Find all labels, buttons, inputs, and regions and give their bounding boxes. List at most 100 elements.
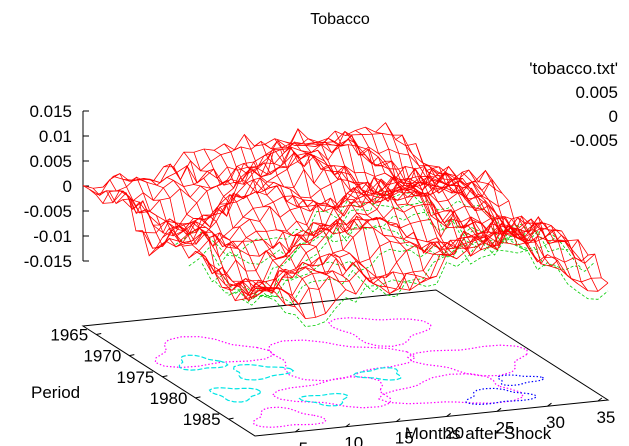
y-axis: 1965 1970 1975 1980 1985 bbox=[50, 325, 234, 429]
surface-mesh-col bbox=[82, 185, 256, 302]
contour-lines bbox=[154, 317, 546, 428]
x-tick-label: 20 bbox=[445, 423, 464, 442]
y-tick-label: 1985 bbox=[183, 410, 221, 429]
y-tick-label: 1970 bbox=[83, 347, 121, 366]
contour-line bbox=[352, 367, 402, 381]
z-axis: 0.015 0.01 0.005 0 -0.005 -0.01 -0.015 bbox=[24, 102, 89, 271]
chart-title: Tobacco bbox=[310, 11, 370, 28]
surface-mesh-col bbox=[173, 164, 347, 290]
legend-title: 'tobacco.txt' bbox=[529, 59, 618, 78]
surface-mesh-col bbox=[234, 146, 407, 290]
contour-line bbox=[271, 376, 392, 409]
z-tick-label: -0.015 bbox=[24, 252, 72, 271]
x-tick bbox=[345, 423, 351, 428]
y-tick-label: 1965 bbox=[50, 325, 88, 344]
surface-mesh-col bbox=[304, 141, 478, 257]
y-tick-label: 1980 bbox=[150, 389, 188, 408]
y-tick-label: 1975 bbox=[117, 368, 155, 387]
surface-mesh-col bbox=[435, 174, 609, 284]
surface-underside-line bbox=[228, 226, 582, 303]
contour-line bbox=[406, 344, 528, 377]
contour-line bbox=[232, 363, 295, 381]
x-tick bbox=[295, 428, 300, 433]
y-tick bbox=[129, 354, 135, 357]
surface-mesh-row bbox=[135, 152, 490, 235]
contour-line bbox=[328, 317, 432, 347]
x-tick bbox=[395, 418, 401, 423]
x-tick-label: 30 bbox=[546, 413, 565, 432]
z-tick-label: 0 bbox=[63, 177, 72, 196]
surface-mesh-row bbox=[201, 203, 556, 292]
surface-mesh-col bbox=[183, 151, 357, 295]
surface-mesh-col bbox=[143, 178, 316, 318]
z-tick-label: 0.015 bbox=[29, 102, 72, 121]
contour-line bbox=[268, 339, 417, 382]
contour-line bbox=[465, 387, 538, 406]
surface-mesh-col bbox=[405, 145, 578, 285]
legend-label-0: 0.005 bbox=[575, 83, 618, 102]
x-tick bbox=[446, 413, 451, 417]
y-tick bbox=[96, 332, 102, 335]
surface-mesh-row bbox=[182, 176, 536, 250]
surface-mesh-row bbox=[221, 217, 576, 294]
y-tick bbox=[162, 375, 168, 378]
contour-line bbox=[178, 354, 229, 371]
surface-mesh-col bbox=[334, 130, 508, 251]
surface-mesh-row bbox=[175, 192, 529, 249]
contour-line bbox=[298, 392, 348, 407]
x-tick-label: 5 bbox=[299, 439, 308, 446]
x-axis: 5 10 15 20 25 30 35 bbox=[295, 397, 615, 446]
x-tick bbox=[547, 402, 552, 407]
surface-mesh-col bbox=[385, 122, 558, 267]
surface-mesh-row bbox=[241, 230, 596, 298]
contour-line bbox=[208, 387, 262, 403]
legend-label-1: 0 bbox=[609, 107, 618, 126]
x-tick-label: 15 bbox=[395, 429, 414, 446]
surface-mesh-col bbox=[163, 163, 337, 301]
surface-mesh-row bbox=[82, 122, 437, 189]
surface-mesh-col bbox=[274, 138, 447, 255]
z-tick-label: -0.005 bbox=[24, 202, 72, 221]
surface-mesh-col bbox=[264, 139, 437, 280]
z-tick-label: 0.01 bbox=[39, 127, 72, 146]
surface-mesh-row bbox=[102, 130, 457, 204]
z-tick-label: -0.01 bbox=[33, 227, 72, 246]
surface-mesh-col bbox=[244, 134, 417, 292]
surface-mesh-col bbox=[223, 143, 397, 295]
surface-mesh-row bbox=[129, 148, 483, 228]
surface-underside-line bbox=[254, 243, 609, 328]
surface-mesh-col bbox=[254, 140, 427, 284]
surface-mesh-row bbox=[248, 223, 602, 306]
surface-mesh-col bbox=[425, 166, 599, 292]
surface-mesh-col bbox=[415, 143, 589, 291]
contour-line bbox=[497, 374, 546, 387]
y-tick bbox=[195, 396, 201, 399]
z-tick-label: 0.005 bbox=[29, 152, 72, 171]
contour-line bbox=[252, 406, 328, 428]
surface-mesh-col bbox=[395, 134, 568, 277]
surface-mesh-row bbox=[228, 218, 582, 295]
contour-line bbox=[377, 373, 525, 405]
surface-mesh-row bbox=[254, 235, 609, 320]
surface-mesh-col bbox=[203, 148, 377, 283]
surface-mesh-col bbox=[284, 127, 457, 260]
surface-mesh-col bbox=[213, 149, 387, 288]
y-tick bbox=[228, 417, 234, 420]
x-tick-label: 35 bbox=[596, 408, 615, 427]
surface-mesh-col bbox=[314, 137, 488, 256]
surface-mesh bbox=[82, 122, 609, 328]
legend-label-2: -0.005 bbox=[570, 131, 618, 150]
surface-underside-line bbox=[188, 187, 543, 267]
surface-mesh-row bbox=[188, 179, 543, 259]
surface-mesh-col bbox=[365, 126, 538, 263]
surface-mesh-col bbox=[133, 179, 306, 319]
contour-line bbox=[154, 336, 275, 369]
surface-mesh-col bbox=[113, 173, 286, 305]
x-tick bbox=[496, 407, 502, 412]
surface-mesh-col bbox=[92, 188, 266, 300]
x-tick bbox=[597, 397, 603, 402]
x-tick-label: 10 bbox=[344, 434, 363, 446]
surface-mesh-row bbox=[115, 144, 470, 230]
base-plane bbox=[81, 289, 610, 437]
